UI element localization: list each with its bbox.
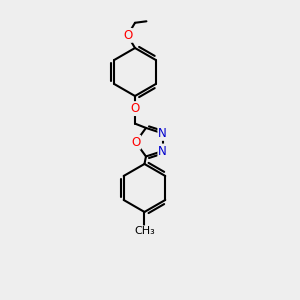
Text: CH₃: CH₃ bbox=[134, 226, 155, 236]
Text: N: N bbox=[158, 145, 167, 158]
Text: O: O bbox=[123, 29, 132, 42]
Text: O: O bbox=[130, 102, 140, 115]
Text: N: N bbox=[158, 127, 167, 140]
Text: O: O bbox=[131, 136, 140, 149]
